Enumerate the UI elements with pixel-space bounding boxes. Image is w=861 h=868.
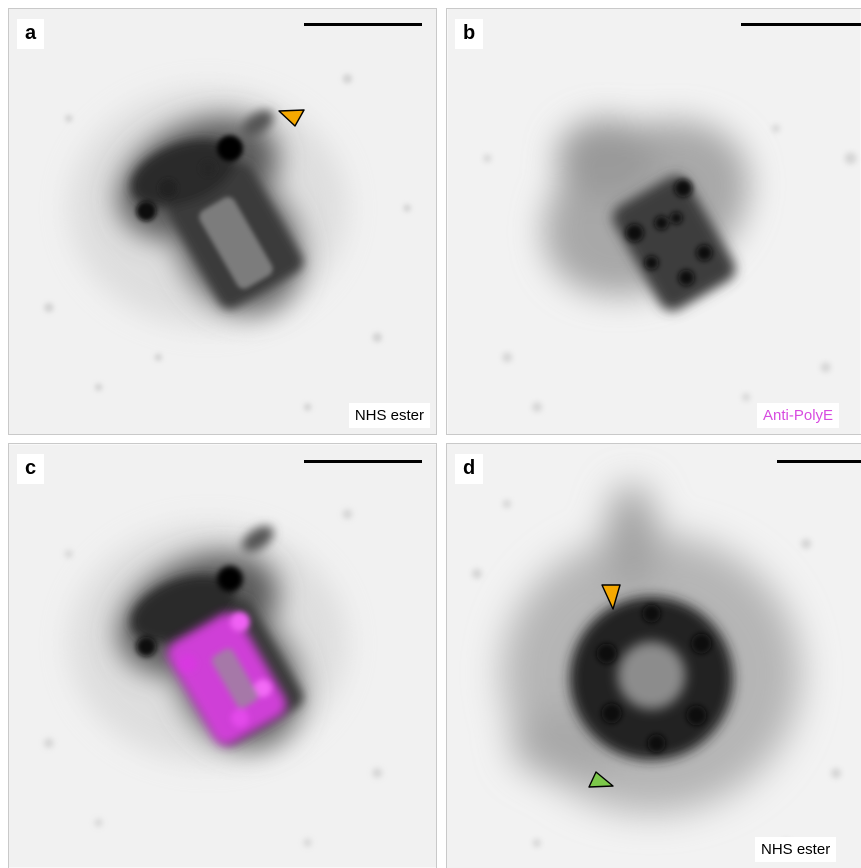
scale-bar	[741, 23, 861, 26]
scale-bar	[777, 460, 861, 463]
micrograph-d	[447, 444, 861, 868]
panel-d: d NHS ester	[446, 443, 861, 868]
panel-a: a NHS ester	[8, 8, 437, 435]
orange-arrowhead-icon	[278, 109, 305, 127]
scale-bar	[304, 23, 422, 26]
panel-b: b Anti-PolyE	[446, 8, 861, 435]
green-arrowhead-icon	[588, 771, 614, 788]
micrograph-b	[447, 9, 861, 434]
stain-label: NHS ester	[348, 403, 430, 428]
scale-bar	[304, 460, 422, 463]
orange-arrowhead-icon	[601, 584, 621, 610]
stain-label: NHS ester	[755, 837, 837, 862]
micrograph-c	[9, 444, 436, 868]
panel-c: c	[8, 443, 437, 868]
panel-letter: b	[455, 19, 484, 49]
micrograph-a	[9, 9, 436, 434]
stain-label: Anti-PolyE	[757, 403, 840, 428]
panel-letter: c	[17, 454, 45, 484]
panel-letter: a	[17, 19, 45, 49]
panel-letter: d	[455, 454, 484, 484]
